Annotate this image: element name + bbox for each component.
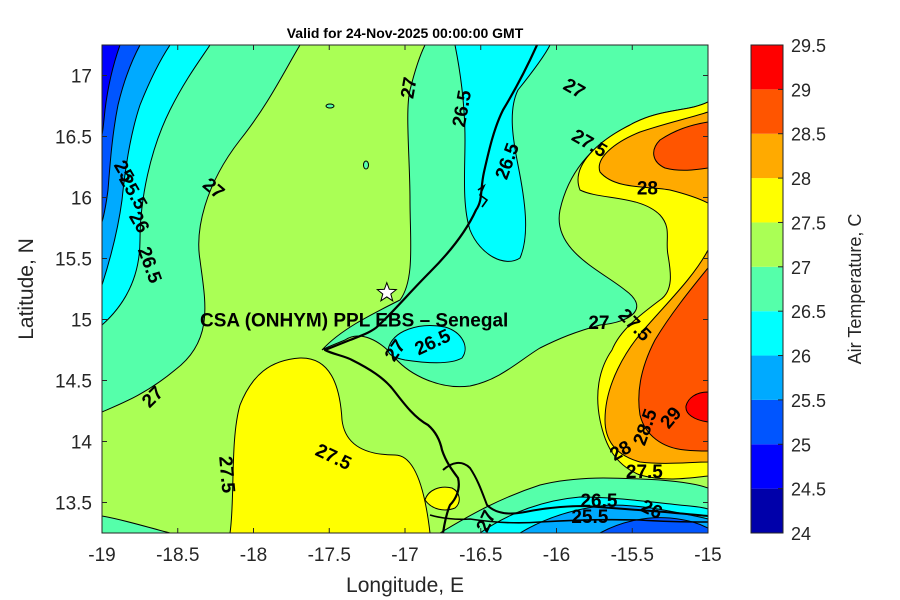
- colorbar-swatch: [751, 444, 783, 489]
- contour-band-25-west: [102, 45, 141, 223]
- coastline: [323, 45, 539, 533]
- x-tick-label: -18: [240, 545, 267, 566]
- site-marker: CSA (ONHYM) PPL EBS – Senegal: [200, 281, 508, 332]
- contour-label: 27: [397, 76, 421, 100]
- x-tick-label: -19: [88, 545, 115, 566]
- contour-label: 25.5: [571, 507, 608, 528]
- contour-label-text: 28: [637, 179, 658, 200]
- contour-label: 26.5: [580, 491, 617, 512]
- colorbar-tick-label: 25.5: [791, 391, 826, 411]
- colorbar-swatch: [751, 355, 783, 400]
- contour-label-text: 25.5: [571, 507, 608, 528]
- colorbar-tick-label: 26.5: [791, 302, 826, 322]
- colorbar-tick-label: 24.5: [791, 480, 826, 500]
- colorbar-tick-label: 27: [791, 258, 811, 278]
- contour-band-28-5-north: [653, 121, 708, 171]
- colorbar-tick-label: 26: [791, 347, 811, 367]
- y-tick-label: 15.5: [55, 250, 92, 271]
- colorbar-swatch: [751, 178, 783, 223]
- x-tick-label: -17: [391, 545, 418, 566]
- contour-band-24-5-west: [102, 45, 121, 136]
- colorbar-swatch: [751, 89, 783, 134]
- colorbar-tick-label: 24: [791, 524, 811, 544]
- contour-band-29: [685, 391, 708, 423]
- x-axis-title: Longitude, E: [346, 574, 464, 597]
- y-tick-label: 15: [71, 311, 92, 332]
- colorbar-swatch: [751, 222, 783, 267]
- x-tick-label: -16: [543, 545, 570, 566]
- contour-blob: [325, 103, 335, 109]
- contour-label: 27.5: [214, 455, 238, 494]
- colorbar-swatch: [751, 133, 783, 179]
- colorbar: 24 24.5 25 25.5 26 26.5 27 27.5 28 28.5 29 29.5: [750, 36, 826, 544]
- y-tick-label: 14: [71, 433, 93, 454]
- coastline-gambia: [442, 462, 708, 517]
- colorbar-swatch: [751, 311, 783, 356]
- x-tick-label: -16.5: [459, 545, 502, 566]
- star-icon: [375, 281, 398, 302]
- x-tick-label: -18.5: [156, 545, 199, 566]
- contour-label-text: 27.5: [626, 462, 663, 483]
- x-tick-label: -15: [694, 545, 721, 566]
- colorbar-tick-label: 29.5: [791, 36, 826, 56]
- x-tick-label: -17.5: [308, 545, 351, 566]
- contour-band-26-lens: [387, 325, 466, 364]
- y-tick-label: 14.5: [55, 372, 92, 393]
- colorbar-tick-label: 25: [791, 435, 811, 455]
- colorbar-frame: [750, 44, 784, 534]
- y-axis-title: Latitude, N: [15, 238, 38, 340]
- contour-band-25-5-west: [102, 45, 171, 286]
- contour-label-text: 27: [588, 313, 609, 334]
- y-tick-label: 16: [71, 189, 92, 210]
- contour-blob: [363, 160, 369, 170]
- contour-label-text: 26.5: [580, 491, 617, 512]
- colorbar-tick-label: 28: [791, 169, 811, 189]
- y-tick-label: 17: [71, 67, 92, 88]
- x-axis: -19 -18.5 -18 -17.5 -17 -16.5 -16 -15.5 -15: [88, 45, 722, 566]
- x-tick-label: -15.5: [611, 545, 654, 566]
- colorbar-title: Air Temperature, C: [845, 214, 865, 365]
- y-axis: 13.5 14 14.5 15 15.5 16 16.5 17: [55, 67, 708, 515]
- colorbar-tick-label: 28.5: [791, 125, 826, 145]
- coastline-inlet: [429, 514, 708, 524]
- colorbar-tick-label: 27.5: [791, 213, 826, 233]
- contour-label: 27.5: [626, 462, 663, 483]
- coastline-north-detail: [477, 183, 489, 208]
- contour-label: 28: [637, 179, 658, 200]
- colorbar-tick-label: 29: [791, 80, 811, 100]
- contour-label-text: 27: [397, 76, 421, 100]
- contour-band-27-5-sw: [229, 357, 431, 533]
- y-tick-label: 13.5: [55, 494, 92, 515]
- contour-plot-area: [102, 45, 708, 533]
- y-tick-label: 16.5: [55, 128, 92, 149]
- contour-label: 27: [588, 313, 609, 334]
- colorbar-swatch: [751, 488, 783, 533]
- contour-label-text: 27.5: [214, 455, 238, 494]
- colorbar-swatch: [751, 399, 783, 445]
- colorbar-swatch: [751, 266, 783, 312]
- site-label: CSA (ONHYM) PPL EBS – Senegal: [200, 311, 508, 332]
- plot-title: Valid for 24-Nov-2025 00:00:00 GMT: [287, 25, 524, 41]
- colorbar-swatch: [751, 45, 783, 90]
